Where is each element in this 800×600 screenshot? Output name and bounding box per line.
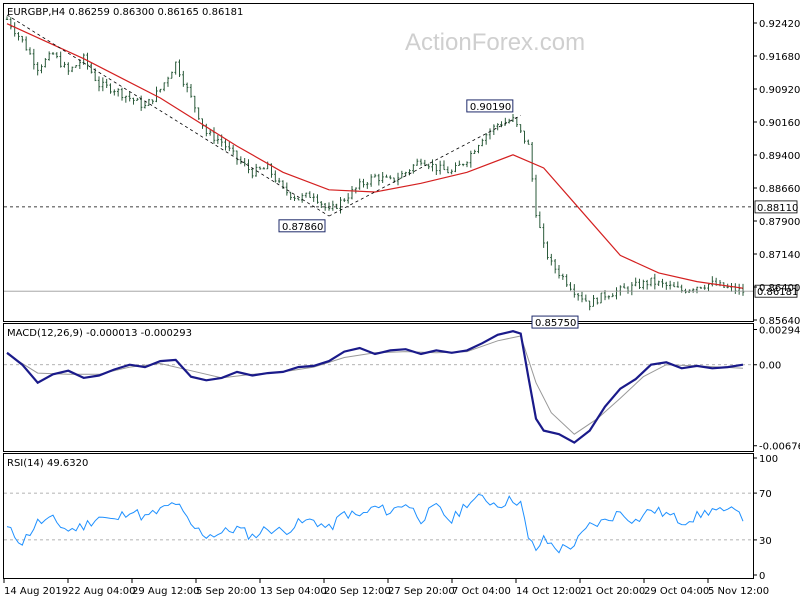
price-y-tick-label: 0.90160 [759, 118, 800, 129]
annotation-box [278, 219, 326, 233]
x-tick-label: 20 Sep 12:00 [324, 586, 391, 597]
price-y-tick-label: 0.88660 [759, 184, 800, 195]
rsi-y-tick-label: 100 [759, 454, 778, 465]
macd-panel-title: MACD(12,26,9) -0.000013 -0.000293 [7, 328, 192, 339]
macd-y-tick-label: 0.00 [759, 361, 781, 372]
rsi-line [6, 493, 744, 554]
level-tag: 0.88110 [757, 203, 798, 214]
annotation-label: 0.85750 [535, 318, 576, 329]
x-tick-label: 21 Oct 20:00 [580, 586, 645, 597]
price-y-tick-label: 0.89400 [759, 151, 800, 162]
price-y-tick-label: 0.87900 [759, 217, 800, 228]
x-tick-label: 22 Aug 04:00 [68, 586, 135, 597]
rsi-y-tick-label: 0 [759, 571, 765, 582]
x-tick-label: 29 Oct 04:00 [644, 586, 709, 597]
price-y-tick-label: 0.90920 [759, 85, 800, 96]
level-tag-box [754, 284, 798, 298]
x-tick-label: 13 Sep 04:00 [260, 586, 327, 597]
x-tick-label: 14 Oct 12:00 [516, 586, 581, 597]
x-tick-label: 5 Sep 20:00 [196, 586, 256, 597]
annotation-box [466, 99, 514, 113]
price-panel [3, 3, 754, 322]
macd-line [6, 330, 744, 444]
x-tick-label: 27 Sep 20:00 [388, 586, 455, 597]
annotation-box [531, 315, 579, 329]
price-y-tick-label: 0.91680 [759, 52, 800, 63]
annotation-label: 0.90190 [470, 102, 511, 113]
watermark: ActionForex.com [405, 29, 585, 56]
price-panel-title: EURGBP,H4 0.86259 0.86300 0.86165 0.8618… [7, 7, 243, 18]
annotation-label: 0.87860 [282, 222, 323, 233]
price-y-tick-label: 0.92420 [759, 19, 800, 30]
rsi-y-tick-label: 70 [759, 489, 772, 500]
x-tick-label: 14 Aug 2019 [4, 586, 68, 597]
trendline [328, 115, 521, 217]
rsi-panel-title: RSI(14) 49.6320 [7, 458, 88, 469]
macd-panel [3, 323, 754, 452]
level-tag: 0.86181 [757, 287, 798, 298]
x-tick-label: 29 Aug 12:00 [132, 586, 199, 597]
price-y-tick-label: 0.85640 [759, 316, 800, 327]
price-y-tick-label: 0.87140 [759, 250, 800, 261]
rsi-panel [3, 453, 754, 579]
macd-y-tick-label: -0.006761 [759, 442, 800, 453]
level-tag-box [754, 200, 798, 214]
macd-y-tick-label: 0.002942 [759, 325, 800, 336]
x-tick-label: 5 Nov 12:00 [708, 586, 769, 597]
moving-average-line [6, 23, 744, 289]
price-y-tick-label: 0.86400 [759, 283, 800, 294]
rsi-y-tick-label: 30 [759, 536, 772, 547]
x-tick-label: 7 Oct 04:00 [452, 586, 511, 597]
